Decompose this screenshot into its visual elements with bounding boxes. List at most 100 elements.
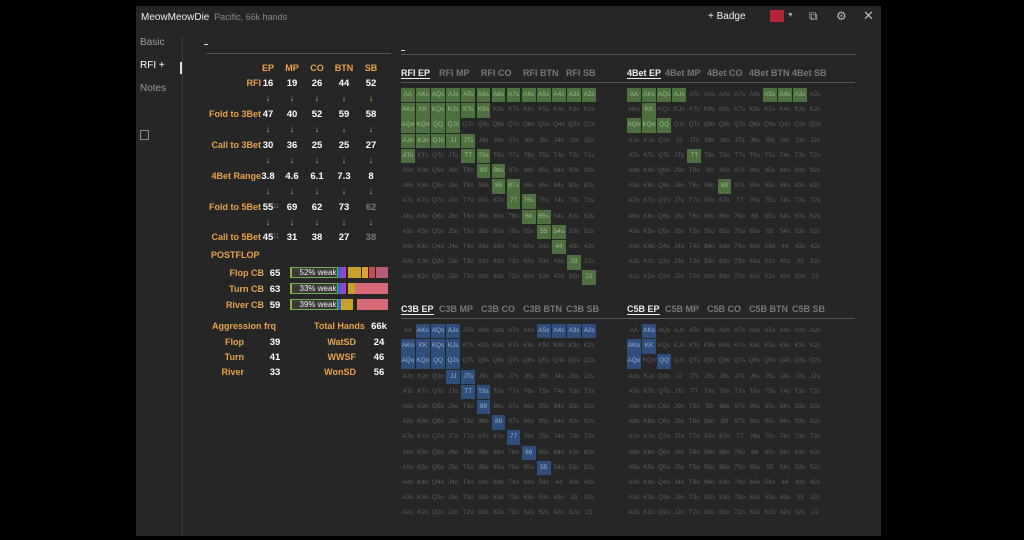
hand-cell[interactable]: 63o — [523, 258, 535, 266]
hand-cell[interactable]: A8s — [718, 91, 730, 98]
hand-cell[interactable]: T2s — [583, 151, 595, 159]
hand-cell[interactable]: T4o — [688, 479, 700, 486]
hand-cell[interactable]: Q9o — [432, 403, 445, 410]
hand-cell[interactable]: QJo — [432, 372, 444, 380]
hand-cell[interactable]: T9s — [704, 151, 715, 159]
tab-c3b-co[interactable]: C3B CO — [481, 304, 516, 314]
hand-cell[interactable]: 77 — [506, 430, 521, 445]
hand-cell[interactable]: A4o — [628, 479, 640, 486]
hand-cell[interactable]: K6s — [523, 342, 535, 350]
hand-cell[interactable]: Q5s — [537, 121, 550, 129]
hand-cell[interactable]: JTo — [674, 151, 685, 159]
hand-cell[interactable]: Q7s — [733, 357, 746, 365]
hand-cell[interactable]: 52o — [538, 509, 550, 517]
hand-cell[interactable]: AKo — [627, 339, 641, 354]
hand-cell[interactable]: 96s — [523, 167, 534, 174]
hand-cell[interactable]: 84o — [493, 243, 504, 250]
hand-cell[interactable]: K7o — [643, 433, 655, 441]
hand-cell[interactable]: J5s — [538, 136, 549, 144]
hand-cell[interactable]: 43s — [568, 243, 580, 250]
hand-cell[interactable]: 87o — [493, 197, 504, 205]
hand-cell[interactable]: 86o — [719, 448, 730, 456]
hand-cell[interactable]: QJs — [446, 118, 461, 133]
hand-cell[interactable]: Q9s — [477, 121, 490, 129]
hand-cell[interactable]: 98o — [478, 418, 489, 426]
hand-cell[interactable]: AKs — [416, 324, 430, 339]
hand-cell[interactable]: A4s — [552, 324, 566, 339]
hand-cell[interactable]: 52s — [583, 463, 595, 471]
hand-cell[interactable]: J9s — [478, 136, 489, 144]
hand-cell[interactable]: 84o — [719, 243, 730, 250]
hand-cell[interactable]: A6s — [749, 91, 761, 98]
hand-cell[interactable]: A3s — [793, 88, 807, 103]
hand-cell[interactable]: T6o — [462, 448, 474, 456]
hand-cell[interactable]: 53s — [794, 227, 806, 235]
hand-cell[interactable]: TT — [461, 148, 476, 164]
hand-cell[interactable]: 22 — [585, 509, 593, 517]
hand-cell[interactable]: JTs — [689, 372, 700, 380]
hand-cell[interactable]: K5s — [764, 106, 776, 114]
hand-cell[interactable]: 73o — [508, 258, 519, 266]
hand-cell[interactable]: 97o — [704, 197, 715, 205]
hand-cell[interactable]: 92o — [704, 273, 715, 281]
hand-cell[interactable]: K8o — [417, 182, 429, 190]
hand-cell[interactable]: 75s — [764, 197, 775, 205]
hand-cell[interactable]: A8s — [492, 327, 504, 334]
hand-cell[interactable]: 53s — [794, 463, 806, 471]
hand-cell[interactable]: T2o — [462, 273, 474, 281]
hand-cell[interactable]: T8s — [719, 387, 730, 395]
hand-cell[interactable]: A3o — [402, 494, 414, 502]
hand-cell[interactable]: JTo — [448, 151, 459, 159]
hand-cell[interactable]: T9s — [704, 387, 715, 395]
hand-cell[interactable]: QTs — [688, 357, 700, 365]
note-icon[interactable] — [140, 130, 149, 140]
hand-cell[interactable]: 73o — [734, 258, 745, 266]
hand-cell[interactable]: 86s — [749, 182, 760, 190]
hand-cell[interactable]: 93s — [794, 403, 806, 410]
hand-cell[interactable]: A9o — [402, 403, 414, 410]
hand-cell[interactable]: K5o — [643, 463, 655, 471]
hand-cell[interactable]: T3s — [794, 387, 806, 395]
color-swatch[interactable] — [770, 10, 784, 22]
hand-cell[interactable]: A4o — [402, 479, 414, 486]
hand-cell[interactable]: 85o — [719, 463, 730, 471]
hand-cell[interactable]: A8o — [402, 182, 414, 190]
hand-cell[interactable]: J5o — [448, 227, 459, 235]
hand-cell[interactable]: T6s — [749, 151, 761, 159]
hand-cell[interactable]: T4s — [553, 387, 565, 395]
hand-cell[interactable]: A2o — [628, 509, 640, 517]
hand-cell[interactable]: Q5s — [763, 121, 776, 129]
hand-cell[interactable]: 83s — [568, 182, 580, 190]
hand-cell[interactable]: Q4s — [779, 357, 791, 365]
hand-cell[interactable]: A5s — [536, 88, 551, 103]
hand-cell[interactable]: 42s — [583, 243, 595, 250]
hand-cell[interactable]: Q3o — [658, 258, 671, 266]
hand-cell[interactable]: 72o — [734, 273, 745, 281]
hand-cell[interactable]: K9o — [417, 403, 429, 410]
hand-cell[interactable]: 44 — [781, 243, 789, 250]
hand-cell[interactable]: JJ — [676, 136, 683, 144]
hand-cell[interactable]: 87o — [719, 433, 730, 441]
hand-cell[interactable]: 42o — [779, 273, 791, 281]
hand-cell[interactable]: J7o — [674, 197, 685, 205]
hand-cell[interactable]: ATo — [401, 148, 415, 164]
hand-cell[interactable]: A4o — [402, 243, 414, 250]
hand-cell[interactable]: T3o — [688, 258, 700, 266]
hand-cell[interactable]: AQs — [431, 88, 445, 103]
hand-cell[interactable]: J7s — [734, 372, 745, 380]
hand-cell[interactable]: QJs — [446, 354, 461, 369]
hand-cell[interactable]: 74o — [734, 243, 745, 250]
hand-cell[interactable]: ATs — [463, 327, 474, 334]
hand-cell[interactable]: 93o — [478, 494, 489, 502]
hand-cell[interactable]: KTs — [462, 342, 474, 350]
hand-cell[interactable]: KQs — [431, 339, 445, 354]
hand-cell[interactable]: J3o — [448, 494, 459, 502]
hand-cell[interactable]: K9o — [417, 167, 429, 174]
hand-cell[interactable]: KTo — [417, 151, 429, 159]
hand-cell[interactable]: J7o — [448, 197, 459, 205]
hand-cell[interactable]: 42s — [583, 479, 595, 486]
hand-cell[interactable]: AQs — [657, 88, 671, 103]
hand-cell[interactable]: 96o — [704, 448, 715, 456]
hand-cell[interactable]: T5s — [538, 387, 550, 395]
hand-cell[interactable]: Q7o — [432, 197, 445, 205]
